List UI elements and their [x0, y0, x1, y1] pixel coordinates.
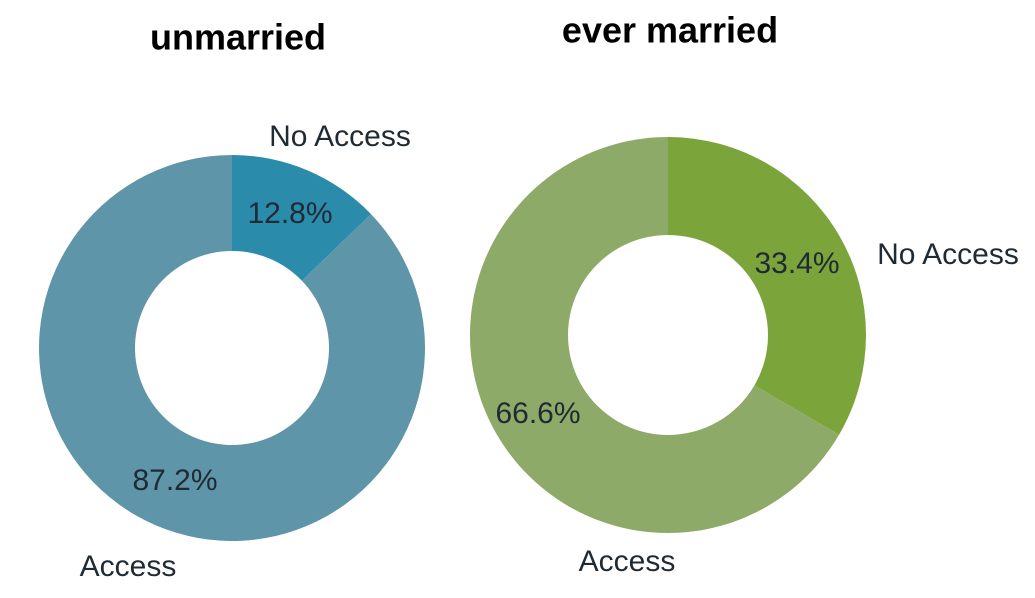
category-label: Access [80, 550, 177, 583]
value-label: 33.4% [754, 247, 839, 280]
value-label: 66.6% [495, 397, 580, 430]
donut-segment [668, 137, 867, 435]
category-label: No Access [269, 120, 411, 153]
chart-title: ever married [562, 10, 778, 51]
value-label: 87.2% [132, 464, 217, 497]
donut-segment [232, 155, 372, 281]
value-label: 12.8% [247, 197, 332, 230]
chart-title: unmarried [150, 17, 326, 58]
donut-segment [470, 137, 840, 533]
donut-segment [38, 155, 425, 541]
category-label: Access [579, 545, 676, 578]
category-label: No Access [877, 238, 1019, 271]
